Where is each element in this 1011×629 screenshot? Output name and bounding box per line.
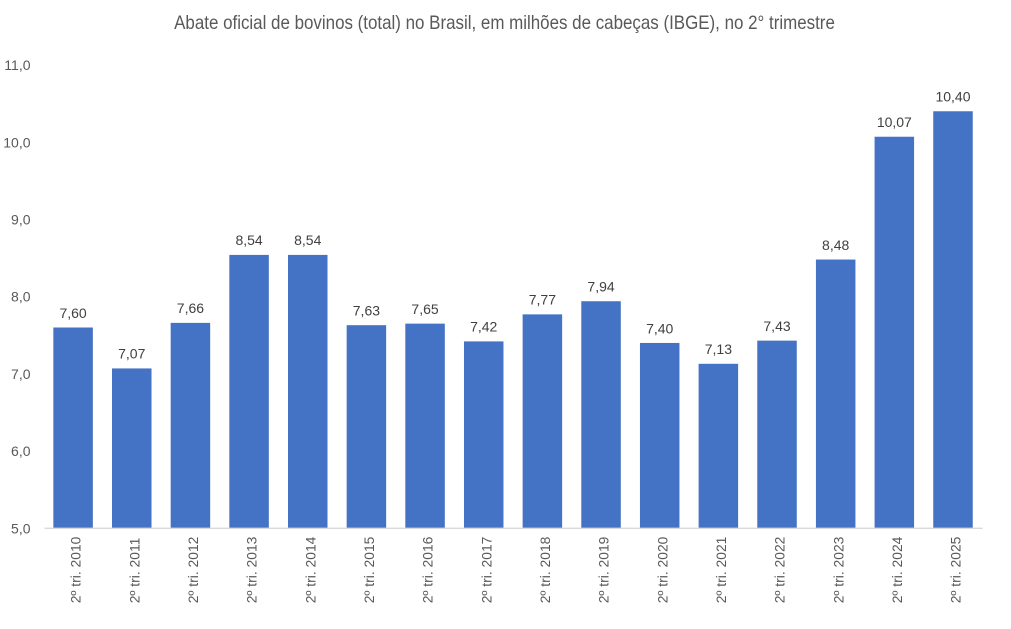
svg-text:2º tri. 2012: 2º tri. 2012 xyxy=(185,536,201,603)
svg-text:10,0: 10,0 xyxy=(3,134,30,150)
svg-text:2º tri. 2019: 2º tri. 2019 xyxy=(596,536,612,603)
svg-text:7,94: 7,94 xyxy=(587,279,614,295)
svg-text:2º tri. 2022: 2º tri. 2022 xyxy=(772,536,788,603)
svg-text:7,77: 7,77 xyxy=(529,292,556,308)
svg-text:8,54: 8,54 xyxy=(294,232,321,248)
svg-text:2º tri. 2020: 2º tri. 2020 xyxy=(654,536,670,603)
svg-text:2º tri. 2024: 2º tri. 2024 xyxy=(889,536,905,603)
svg-text:7,13: 7,13 xyxy=(705,341,732,357)
svg-text:7,40: 7,40 xyxy=(646,320,673,336)
svg-text:2º tri. 2013: 2º tri. 2013 xyxy=(244,536,260,603)
svg-text:2º tri. 2014: 2º tri. 2014 xyxy=(302,536,318,603)
svg-text:6,0: 6,0 xyxy=(11,443,31,459)
svg-text:2º tri. 2021: 2º tri. 2021 xyxy=(713,536,729,603)
svg-text:7,66: 7,66 xyxy=(177,300,204,316)
svg-text:8,48: 8,48 xyxy=(822,237,849,253)
svg-text:11,0: 11,0 xyxy=(4,57,30,73)
svg-text:7,60: 7,60 xyxy=(59,305,86,321)
svg-text:2º tri. 2017: 2º tri. 2017 xyxy=(478,536,494,603)
svg-text:7,43: 7,43 xyxy=(763,318,790,334)
svg-text:2º tri. 2023: 2º tri. 2023 xyxy=(830,536,846,603)
svg-text:8,54: 8,54 xyxy=(235,232,262,248)
svg-text:2º tri. 2025: 2º tri. 2025 xyxy=(948,536,964,603)
svg-text:2º tri. 2010: 2º tri. 2010 xyxy=(68,536,84,603)
svg-text:5,0: 5,0 xyxy=(11,520,31,536)
svg-text:7,65: 7,65 xyxy=(411,301,438,317)
svg-text:7,07: 7,07 xyxy=(118,346,145,362)
svg-text:7,63: 7,63 xyxy=(353,302,380,318)
svg-text:Abate oficial de bovinos (tota: Abate oficial de bovinos (total) no Bras… xyxy=(174,11,835,33)
svg-text:7,42: 7,42 xyxy=(470,319,497,335)
svg-text:2º tri. 2011: 2º tri. 2011 xyxy=(126,537,142,603)
svg-text:2º tri. 2018: 2º tri. 2018 xyxy=(537,536,553,603)
svg-text:2º tri. 2015: 2º tri. 2015 xyxy=(361,536,377,603)
svg-text:7,0: 7,0 xyxy=(11,366,31,382)
svg-text:8,0: 8,0 xyxy=(11,289,31,305)
svg-text:2º tri. 2016: 2º tri. 2016 xyxy=(420,536,436,603)
svg-text:10,07: 10,07 xyxy=(877,114,912,130)
svg-text:9,0: 9,0 xyxy=(11,211,31,227)
svg-text:10,40: 10,40 xyxy=(935,89,970,105)
